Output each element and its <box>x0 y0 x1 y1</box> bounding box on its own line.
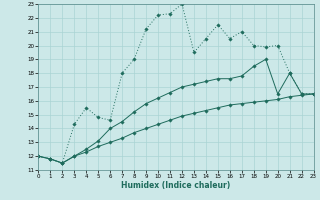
X-axis label: Humidex (Indice chaleur): Humidex (Indice chaleur) <box>121 181 231 190</box>
